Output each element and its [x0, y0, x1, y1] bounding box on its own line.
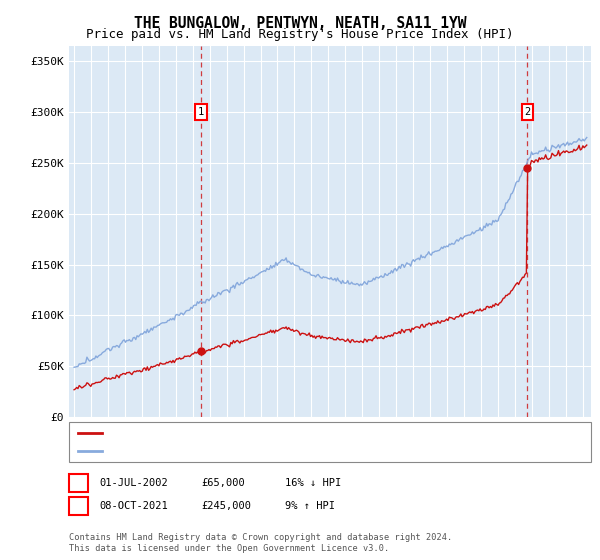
Text: 01-JUL-2002: 01-JUL-2002 [99, 478, 168, 488]
Text: £65,000: £65,000 [201, 478, 245, 488]
Text: Price paid vs. HM Land Registry's House Price Index (HPI): Price paid vs. HM Land Registry's House … [86, 28, 514, 41]
Text: 1: 1 [198, 107, 205, 117]
Text: 1: 1 [76, 478, 82, 488]
Text: THE BUNGALOW, PENTWYN, NEATH, SA11 1YW (detached house): THE BUNGALOW, PENTWYN, NEATH, SA11 1YW (… [106, 428, 430, 437]
Text: 08-OCT-2021: 08-OCT-2021 [99, 501, 168, 511]
Text: Contains HM Land Registry data © Crown copyright and database right 2024.
This d: Contains HM Land Registry data © Crown c… [69, 533, 452, 553]
Text: 2: 2 [524, 107, 530, 117]
Text: THE BUNGALOW, PENTWYN, NEATH, SA11 1YW: THE BUNGALOW, PENTWYN, NEATH, SA11 1YW [134, 16, 466, 31]
Text: 9% ↑ HPI: 9% ↑ HPI [285, 501, 335, 511]
Text: 16% ↓ HPI: 16% ↓ HPI [285, 478, 341, 488]
Text: HPI: Average price, detached house, Neath Port Talbot: HPI: Average price, detached house, Neat… [106, 446, 418, 456]
Text: 2: 2 [76, 501, 82, 511]
Text: £245,000: £245,000 [201, 501, 251, 511]
